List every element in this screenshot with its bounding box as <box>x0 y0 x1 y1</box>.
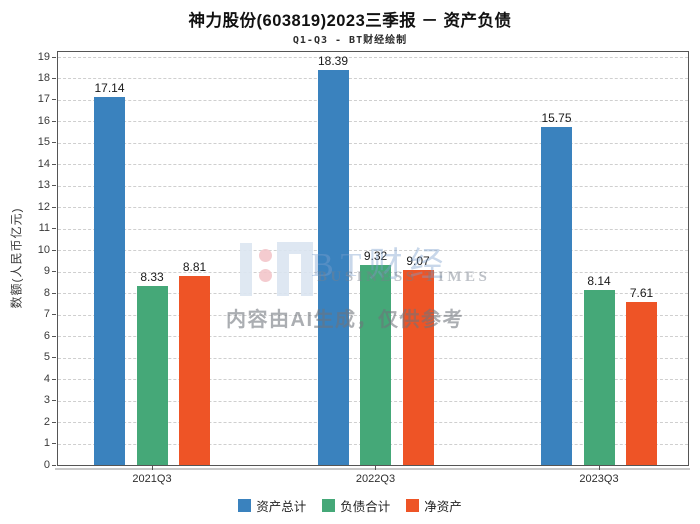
y-tick-mark <box>52 292 56 294</box>
y-gridline <box>58 121 688 123</box>
y-tick-mark <box>52 443 56 445</box>
x-tick-label-2022Q3: 2022Q3 <box>355 473 396 485</box>
legend-swatch-icon <box>322 498 336 512</box>
y-gridline <box>58 207 688 209</box>
chart-title: 神力股份(603819)2023三季报 － 资产负债 <box>188 12 512 30</box>
y-gridline <box>58 228 688 230</box>
x-tick-label-2021Q3: 2021Q3 <box>132 473 172 485</box>
legend-item-负债合计: 负债合计 <box>322 496 390 515</box>
legend-label: 资产总计 <box>256 499 307 514</box>
y-tick-mark <box>52 314 56 316</box>
y-gridline <box>58 142 688 144</box>
bar-value-label: 8.33 <box>140 270 164 285</box>
bar-资产总计-2021Q3 <box>94 96 125 465</box>
x-tick-label-2023Q3: 2023Q3 <box>579 473 619 485</box>
legend-label: 负债合计 <box>340 499 391 514</box>
y-tick-label: 9 <box>43 265 50 278</box>
bar-净资产-2022Q3 <box>402 270 434 465</box>
y-tick-label: 5 <box>43 351 50 364</box>
y-tick-label: 0 <box>43 458 50 471</box>
bar-value-label: 17.14 <box>94 80 125 95</box>
legend-item-资产总计: 资产总计 <box>238 496 306 515</box>
y-tick-mark <box>52 77 56 79</box>
y-tick-mark <box>52 400 56 402</box>
bar-value-label: 7.61 <box>629 285 654 300</box>
bar-value-label: 9.32 <box>363 248 388 263</box>
y-tick-mark <box>52 357 56 359</box>
bar-负债合计-2023Q3 <box>583 290 615 465</box>
y-tick-label: 15 <box>37 136 50 149</box>
plot-border <box>57 51 689 466</box>
legend-swatch-icon <box>406 498 420 512</box>
y-tick-label: 1 <box>43 437 50 450</box>
y-tick-label: 13 <box>37 179 50 192</box>
x-tick-mark <box>151 466 153 470</box>
y-tick-label: 16 <box>37 114 50 127</box>
x-tick-mark <box>598 466 600 470</box>
y-tick-mark <box>52 120 56 122</box>
y-tick-label: 2 <box>43 415 50 428</box>
y-gridline <box>58 185 688 187</box>
y-tick-label: 14 <box>37 157 50 170</box>
bar-净资产-2023Q3 <box>626 301 657 465</box>
bar-净资产-2021Q3 <box>179 275 210 465</box>
y-tick-mark <box>52 378 56 380</box>
y-tick-label: 12 <box>37 200 50 213</box>
y-tick-label: 7 <box>43 308 50 321</box>
bar-value-label: 8.14 <box>587 274 611 289</box>
y-gridline <box>58 57 688 58</box>
bar-value-label: 18.39 <box>317 54 349 69</box>
y-tick-mark <box>52 163 56 165</box>
legend: 资产总计 负债合计 净资产 <box>0 495 700 515</box>
legend-swatch-icon <box>238 498 252 512</box>
bar-资产总计-2022Q3 <box>317 70 349 465</box>
y-tick-mark <box>52 271 56 273</box>
y-tick-label: 4 <box>43 372 50 385</box>
y-tick-mark <box>52 206 56 208</box>
y-tick-label: 3 <box>43 394 50 407</box>
y-tick-mark <box>52 99 56 101</box>
y-tick-mark <box>52 464 56 466</box>
y-tick-mark <box>52 335 56 337</box>
y-tick-mark <box>52 421 56 423</box>
legend-label: 净资产 <box>424 499 462 514</box>
chart-subtitle: Q1-Q3 - BT财经绘制 <box>292 35 408 46</box>
y-tick-label: 11 <box>38 222 50 235</box>
bar-value-label: 15.75 <box>541 110 572 125</box>
y-tick-label: 18 <box>37 71 50 84</box>
y-tick-label: 17 <box>37 93 50 106</box>
axis-baseline-shadow <box>55 468 690 470</box>
y-gridline <box>58 99 688 101</box>
bar-资产总计-2023Q3 <box>541 126 572 465</box>
y-tick-mark <box>52 249 56 251</box>
y-tick-label: 10 <box>37 243 50 256</box>
y-tick-label: 6 <box>43 329 50 342</box>
y-gridline <box>58 164 688 166</box>
y-tick-mark <box>52 228 56 230</box>
y-tick-label: 19 <box>37 50 50 63</box>
y-tick-mark <box>52 142 56 144</box>
y-gridline <box>58 250 688 252</box>
legend-item-净资产: 净资产 <box>406 496 462 515</box>
bar-value-label: 9.07 <box>406 254 430 269</box>
bar-负债合计-2021Q3 <box>136 286 168 465</box>
bar-负债合计-2022Q3 <box>360 264 391 465</box>
y-tick-mark <box>52 56 56 58</box>
y-tick-label: 8 <box>43 286 50 299</box>
y-tick-mark <box>52 185 56 187</box>
y-gridline <box>58 78 688 80</box>
bar-value-label: 8.81 <box>182 259 207 274</box>
x-tick-mark <box>375 466 376 470</box>
